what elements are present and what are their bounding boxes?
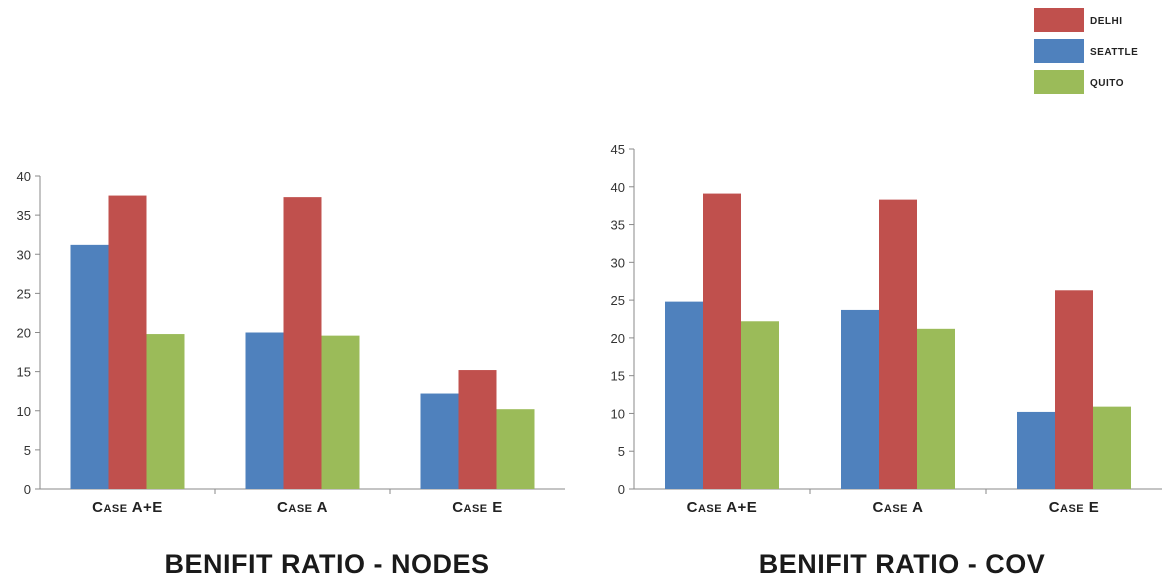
chart1-bar-delhi-3 [458,370,497,489]
chart1-ytick-label: 0 [24,482,31,497]
chart1-bar-seattle-2 [245,332,284,489]
chart2-ytick-label: 35 [611,218,625,233]
chart1-bar-quito-2 [321,335,360,489]
chart2-bar-delhi-2 [879,199,917,489]
chart2-bar-seattle-3 [1017,411,1055,489]
chart1-bar-seattle-3 [420,393,459,489]
chart2-ytick-label: 45 [611,142,625,157]
chart2-ytick-label: 5 [618,444,625,459]
chart1-bar-delhi-1 [108,195,147,489]
chart2-bar-seattle-1 [665,301,703,489]
chart1-ytick-label: 15 [17,365,31,380]
chart2-title: BENIFIT RATIO - COV [759,549,1046,577]
chart1-bar-delhi-2 [283,197,322,489]
chart1-ytick-label: 40 [17,169,31,184]
chart1-ytick-label: 20 [17,326,31,341]
chart1-bar-quito-1 [146,334,185,489]
legend-swatch-quito [1034,70,1084,94]
chart2-category-label: Case A+E [687,499,758,516]
chart1-title: BENIFIT RATIO - NODES [165,549,490,577]
chart1-ytick-label: 30 [17,247,31,262]
chart2-category-label: Case E [1049,499,1100,516]
legend-swatch-seattle [1034,39,1084,63]
chart2-bar-delhi-3 [1055,290,1093,489]
chart2-ytick-label: 0 [618,482,625,497]
chart2-bar-quito-2 [917,328,955,489]
chart2-ytick-label: 25 [611,293,625,308]
chart2-bar-delhi-1 [703,193,741,490]
chart2-ytick-label: 10 [611,406,625,421]
chart2-ytick-label: 30 [611,255,625,270]
chart1-category-label: Case A [277,499,328,516]
legend-label-seattle: SEATTLE [1090,47,1138,58]
chart1-ytick-label: 25 [17,286,31,301]
chart1-ytick-label: 35 [17,208,31,223]
chart2-bar-quito-3 [1093,406,1131,489]
chart1-ytick-label: 10 [17,404,31,419]
chart1-bar-quito-3 [496,409,535,489]
legend-label-delhi: DELHI [1090,16,1123,27]
legend-label-quito: QUITO [1090,78,1124,89]
chart2-ytick-label: 40 [611,180,625,195]
chart2-ytick-label: 15 [611,369,625,384]
legend-swatch-delhi [1034,8,1084,32]
chart1-category-label: Case E [452,499,503,516]
chart2-bar-quito-1 [741,321,779,489]
chart1-category-label: Case A+E [92,499,163,516]
chart2-bar-seattle-2 [841,309,879,489]
chart2-ytick-label: 20 [611,331,625,346]
chart1-ytick-label: 5 [24,443,31,458]
chart1-bar-seattle-1 [70,244,109,489]
chart2-category-label: Case A [873,499,924,516]
